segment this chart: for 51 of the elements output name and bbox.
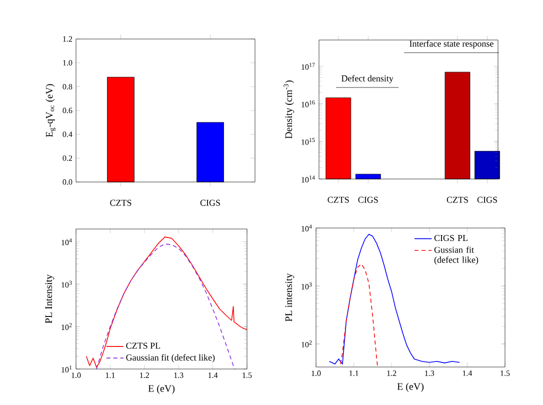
y-tick-label: 0.6 <box>62 108 72 114</box>
x-tick-label: 1.1 <box>350 370 358 376</box>
x-tick-label: 1.3 <box>425 370 434 376</box>
y-axis-title: E$_{g}$-qV$_{oc}$ (eV) <box>46 84 56 138</box>
x-tick-label: 1.3 <box>174 372 184 378</box>
x-tick-label: CIGS <box>200 200 220 206</box>
x-tick-label: CZTS <box>446 196 468 203</box>
y-tick-label: 1.2 <box>63 36 72 42</box>
y-tick-label: 0.4 <box>62 132 72 138</box>
x-tick-label: 1.5 <box>242 372 252 378</box>
x-tick-label: 1.2 <box>387 370 396 376</box>
x-tick-label: 1.2 <box>140 372 149 378</box>
y-tick-label: 10$^{17}$ <box>302 62 315 70</box>
x-tick-label: CIGS <box>358 196 378 203</box>
y-tick-label: 10$^{1}$ <box>62 366 72 372</box>
x-tick-label: 1.4 <box>462 370 472 376</box>
x-tick-label: 1.0 <box>72 372 81 378</box>
y-tick-label: 0.0 <box>62 179 72 185</box>
line-series <box>86 236 248 368</box>
x-axis-title: E (eV) <box>148 384 175 394</box>
x-tick-label: 1.4 <box>208 372 218 378</box>
line-series <box>96 244 236 370</box>
y-tick-label: 10$^{3}$ <box>302 282 312 290</box>
y-tick-label: 10$^{15}$ <box>302 138 315 145</box>
x-tick-label: 1.0 <box>312 370 321 376</box>
y-axis-title: Density (cm$^{-3}$) <box>284 80 294 139</box>
x-tick-label: CIGS <box>477 196 497 203</box>
y-axis-title: PL intensity <box>285 273 294 322</box>
line-series <box>340 264 378 368</box>
y-tick-label: 10$^{4}$ <box>302 224 312 232</box>
legend-label: CIGS PL <box>434 234 468 242</box>
x-tick-label: 1.1 <box>106 372 115 378</box>
x-tick-label: CZTS <box>328 196 349 203</box>
y-tick-label: 10$^{4}$ <box>62 238 72 246</box>
legend-label: Gaussian fit (defect like) <box>126 354 215 362</box>
annotation: Defect density <box>341 74 394 84</box>
y-tick-label: 10$^{14}$ <box>302 176 315 182</box>
y-tick-label: 10$^{2}$ <box>302 340 312 348</box>
x-tick-label: 1.5 <box>500 370 510 376</box>
y-axis-title: PL Intensity <box>45 274 54 324</box>
legend-label: Gussian fit (defect like) <box>434 246 478 265</box>
x-tick-label: CZTS <box>110 200 132 206</box>
x-axis-title: E (eV) <box>397 382 424 392</box>
y-tick-label: 10$^{16}$ <box>302 100 315 108</box>
legend-label: CZTS PL <box>126 342 160 349</box>
y-tick-label: 1.0 <box>63 60 72 66</box>
y-tick-label: 10$^{2}$ <box>62 323 72 330</box>
annotation: Interface state response <box>410 40 494 49</box>
y-tick-label: 10$^{3}$ <box>62 280 72 288</box>
y-tick-label: 0.2 <box>62 155 72 161</box>
y-tick-label: 0.8 <box>62 84 72 90</box>
